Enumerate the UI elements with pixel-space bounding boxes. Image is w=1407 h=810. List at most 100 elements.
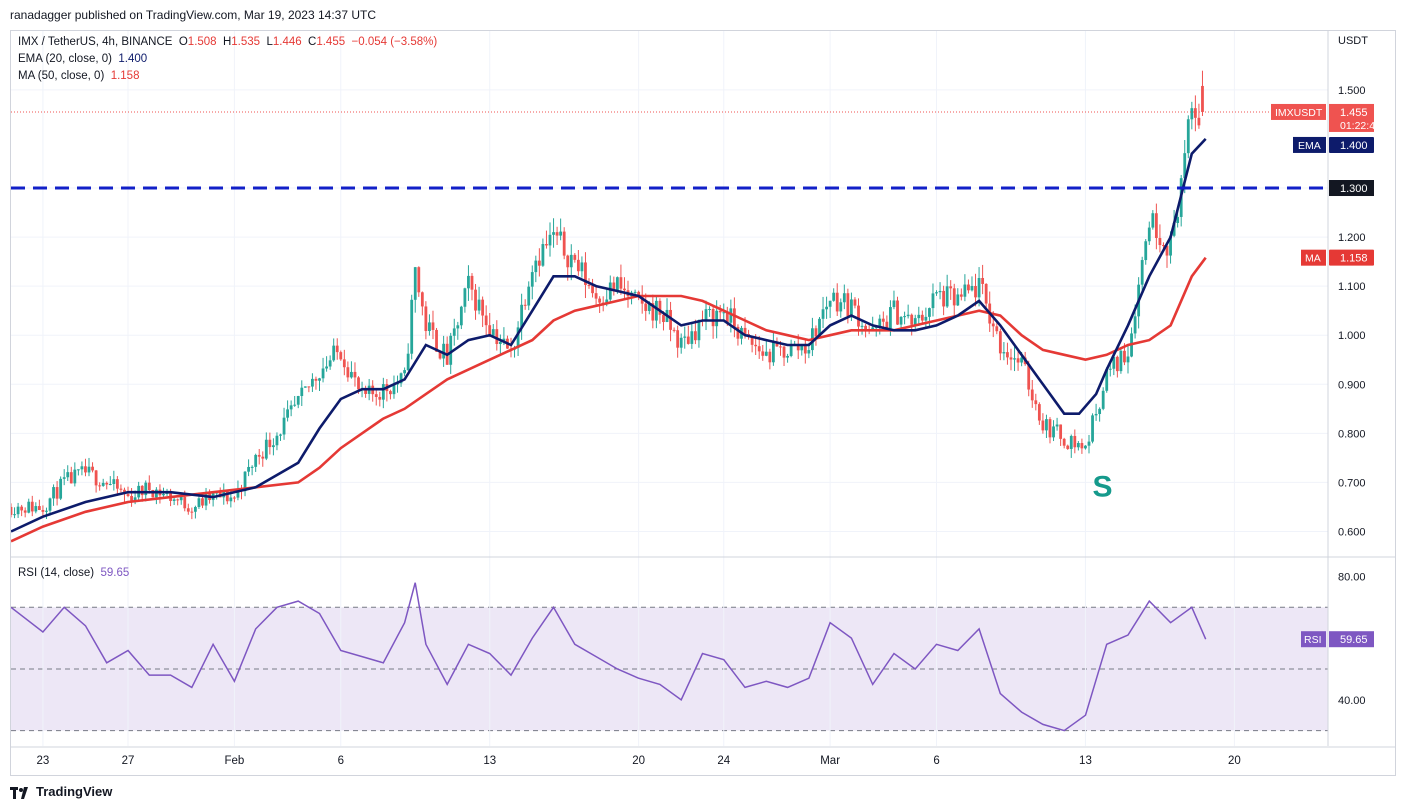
chart-frame[interactable]: [10, 30, 1396, 776]
candle-body: [545, 244, 548, 246]
candle-body: [732, 308, 736, 327]
candle-body: [484, 315, 488, 326]
candle-body: [796, 343, 800, 351]
candle-body: [814, 328, 818, 337]
candle-body: [435, 329, 438, 352]
candle-body: [619, 277, 623, 289]
candle-body: [608, 282, 612, 300]
candle-body: [963, 284, 967, 297]
candle-body: [350, 371, 353, 378]
candle-body: [598, 298, 602, 303]
candle-body: [342, 359, 346, 368]
ma-name-tag-bg: [1301, 249, 1326, 266]
ema-badge-value-bg: [1329, 136, 1374, 153]
ema-legend[interactable]: EMA (20, close, 0) 1.400: [18, 53, 147, 65]
candle-body: [272, 445, 275, 448]
candle-body: [1112, 356, 1116, 369]
candle-body: [374, 394, 378, 397]
candle-body: [27, 501, 31, 513]
candle-body: [1133, 316, 1137, 334]
candle-body: [467, 275, 470, 289]
rsi-tick-label: 80.00: [1338, 571, 1366, 583]
time-tick-label: Feb: [224, 755, 244, 767]
publisher-line: ranadagger published on TradingView.com,…: [10, 8, 377, 22]
candle-body: [417, 267, 421, 293]
candle-body: [878, 318, 882, 328]
price-grid: [11, 89, 1328, 532]
candle-body: [896, 300, 899, 325]
candle-body: [552, 232, 555, 235]
candle-body: [1123, 350, 1126, 363]
candle-body: [45, 510, 48, 512]
high-label: H: [222, 36, 232, 48]
price-tick-label: 0.900: [1338, 379, 1366, 391]
candle-body: [995, 326, 999, 332]
candle-body: [615, 277, 619, 292]
candle-body: [1176, 216, 1180, 223]
footer-brand[interactable]: TradingView: [10, 784, 112, 799]
candle-body: [233, 497, 236, 499]
candle-body: [1154, 213, 1158, 238]
candle-body: [115, 479, 119, 489]
candle-body: [931, 293, 935, 309]
candle-body: [456, 325, 460, 329]
candle-body: [523, 304, 527, 306]
time-tick-label: 23: [37, 755, 50, 767]
candle-body: [488, 325, 492, 336]
candle-body: [889, 307, 892, 329]
candle-body: [764, 351, 768, 356]
candle-body: [449, 335, 453, 365]
candle-body: [420, 292, 424, 307]
close-value: 1.455: [316, 36, 346, 48]
price-tick-label: 0.600: [1338, 526, 1366, 538]
ma-name-tag: MA: [1305, 253, 1321, 265]
candle-body: [1098, 408, 1102, 414]
time-tick-label: Mar: [820, 755, 840, 767]
candle-body: [293, 404, 297, 406]
candle-body: [857, 305, 860, 327]
candle-body: [1158, 237, 1162, 246]
candle-body: [381, 384, 385, 400]
symbol-legend[interactable]: IMX / TetherUS, 4h, BINANCE O1.508 H1.53…: [18, 36, 437, 48]
candle-body: [98, 485, 102, 487]
candle-body: [1076, 442, 1080, 448]
candle-body: [697, 320, 701, 341]
candle-body: [899, 316, 903, 325]
candle-body: [30, 501, 34, 512]
price-tick-label: 1.000: [1338, 330, 1366, 342]
ma-legend[interactable]: MA (50, close, 0) 1.158: [18, 70, 139, 82]
candle-body: [289, 405, 293, 410]
candle-body: [754, 344, 758, 347]
candle-body: [832, 292, 836, 301]
candle-body: [548, 234, 552, 246]
candle-body: [37, 506, 41, 510]
ema-badge-value: 1.400: [1340, 140, 1368, 152]
rsi-tick-label: 40.00: [1338, 695, 1366, 707]
candle-body: [491, 329, 495, 336]
candle-body: [928, 308, 931, 317]
candle-body: [108, 483, 112, 485]
candle-body: [286, 409, 289, 418]
candle-body: [860, 325, 864, 327]
rsi-badge-bg: [1329, 631, 1374, 648]
candle-body: [818, 318, 821, 337]
candle-body: [311, 378, 314, 387]
candle-body: [1020, 357, 1024, 363]
price-tick-label: 0.700: [1338, 477, 1366, 489]
candle-body: [789, 344, 793, 356]
candle-body: [1069, 435, 1073, 449]
candle-body: [335, 345, 339, 353]
candle-body: [839, 302, 843, 312]
ema-line: [11, 138, 1207, 533]
high-value: 1.535: [231, 36, 261, 48]
candle-body: [1084, 445, 1087, 449]
price-tick-label: 1.100: [1338, 281, 1366, 293]
rsi-legend[interactable]: RSI (14, close) 59.65: [18, 567, 129, 579]
ma-legend-label: MA (50, close, 0): [18, 70, 105, 82]
candle-body: [970, 286, 974, 291]
candle-body: [80, 466, 84, 470]
candle-body: [250, 466, 254, 468]
candle-body: [1016, 358, 1020, 363]
candle-body: [1066, 445, 1070, 449]
